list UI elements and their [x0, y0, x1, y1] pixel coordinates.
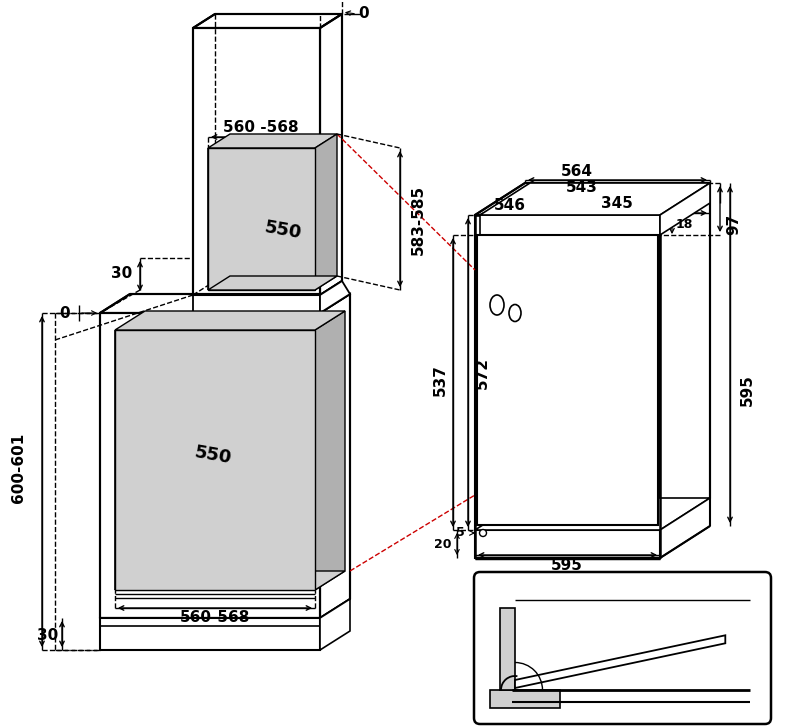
Polygon shape — [320, 281, 350, 313]
Text: 583-585: 583-585 — [410, 185, 426, 255]
Circle shape — [479, 529, 486, 537]
Polygon shape — [477, 235, 658, 525]
Polygon shape — [320, 599, 350, 650]
FancyBboxPatch shape — [474, 572, 771, 724]
Text: 18: 18 — [675, 219, 693, 232]
Polygon shape — [208, 134, 337, 148]
Polygon shape — [480, 183, 710, 215]
Text: 550: 550 — [263, 218, 303, 242]
Polygon shape — [660, 183, 710, 530]
Text: 546: 546 — [494, 198, 526, 213]
Text: 595: 595 — [739, 374, 754, 406]
Text: 30: 30 — [38, 627, 58, 643]
Polygon shape — [100, 294, 350, 313]
Ellipse shape — [509, 304, 521, 322]
Polygon shape — [315, 311, 345, 590]
Polygon shape — [475, 498, 710, 530]
Text: 560 -568: 560 -568 — [223, 121, 299, 136]
Text: 5: 5 — [456, 526, 464, 539]
Polygon shape — [208, 276, 337, 290]
Text: 97: 97 — [726, 213, 742, 234]
Polygon shape — [193, 295, 320, 313]
Polygon shape — [320, 294, 350, 618]
Polygon shape — [193, 14, 342, 28]
Polygon shape — [475, 530, 660, 558]
Polygon shape — [208, 148, 315, 290]
Polygon shape — [500, 608, 515, 690]
Polygon shape — [320, 14, 342, 295]
Polygon shape — [115, 330, 315, 590]
Polygon shape — [115, 571, 345, 590]
Polygon shape — [475, 215, 660, 530]
Polygon shape — [100, 313, 320, 618]
Text: 537: 537 — [433, 364, 447, 396]
Text: 0: 0 — [358, 7, 370, 22]
Polygon shape — [315, 134, 337, 290]
Polygon shape — [475, 183, 710, 215]
Text: 595: 595 — [551, 558, 583, 573]
Polygon shape — [515, 635, 726, 688]
Text: 89°: 89° — [586, 627, 614, 643]
Text: 20: 20 — [434, 537, 452, 550]
Text: 550: 550 — [193, 443, 233, 467]
Text: 564: 564 — [561, 163, 593, 179]
Polygon shape — [100, 618, 320, 650]
Text: 30: 30 — [111, 266, 133, 282]
Polygon shape — [480, 215, 660, 235]
Text: 543: 543 — [566, 179, 598, 195]
Text: 10: 10 — [718, 706, 736, 719]
Ellipse shape — [490, 295, 504, 315]
Polygon shape — [660, 183, 710, 235]
Polygon shape — [490, 690, 560, 708]
Text: 600-601: 600-601 — [10, 433, 26, 503]
Text: 0: 0 — [60, 306, 70, 320]
Polygon shape — [115, 311, 345, 330]
Text: 0: 0 — [701, 672, 710, 685]
Polygon shape — [660, 498, 710, 558]
Text: 345: 345 — [601, 197, 633, 211]
Text: 458: 458 — [619, 582, 651, 597]
Text: 572: 572 — [474, 357, 490, 389]
Polygon shape — [193, 28, 320, 295]
Text: 560-568: 560-568 — [180, 611, 250, 626]
